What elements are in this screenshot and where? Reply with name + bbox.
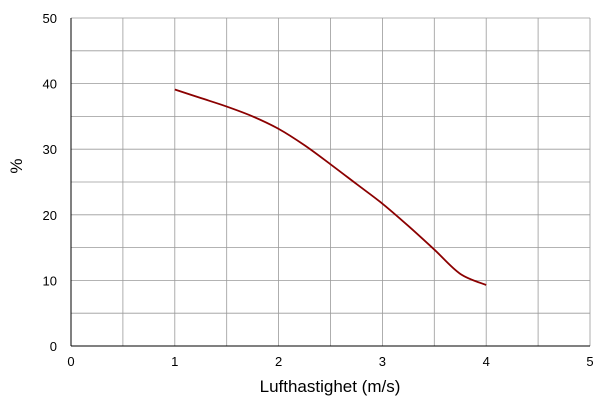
- grid: [71, 17, 591, 346]
- x-tick-label: 2: [275, 354, 282, 369]
- y-tick-label: 20: [43, 208, 57, 223]
- series-group: [174, 88, 487, 286]
- axes: [70, 18, 590, 347]
- x-tick-label: 4: [483, 354, 490, 369]
- x-tick-label: 1: [171, 354, 178, 369]
- x-tick-label: 3: [379, 354, 386, 369]
- y-tick-label: 50: [43, 11, 57, 26]
- x-tick-label: 5: [586, 354, 593, 369]
- y-tick-label: 10: [43, 273, 57, 288]
- y-tick-label: 40: [43, 77, 57, 92]
- y-tick-label: 30: [43, 142, 57, 157]
- y-axis-title: %: [7, 158, 26, 173]
- x-axis-title: Lufthastighet (m/s): [260, 377, 401, 396]
- series-line: [174, 88, 487, 286]
- y-tick-label: 0: [50, 339, 57, 354]
- x-tick-label: 0: [67, 354, 74, 369]
